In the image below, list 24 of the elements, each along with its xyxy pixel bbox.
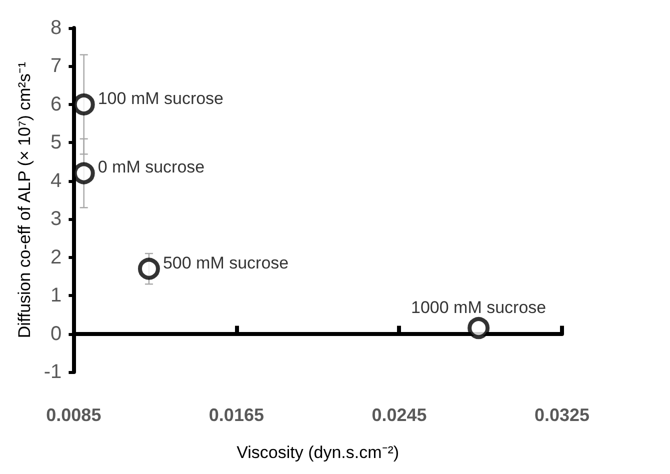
y-tick-label: 2 [50, 246, 62, 268]
annotation: 0 mM sucrose [98, 158, 205, 177]
y-axis-title: Diffusion co-eff of ALP (× 10⁷) cm²s⁻¹ [15, 62, 34, 338]
x-tick-label: 0.0085 [46, 405, 102, 425]
y-tick-label: 6 [50, 93, 62, 116]
annotation: 1000 mM sucrose [411, 298, 546, 318]
y-tick-label: 5 [50, 132, 62, 154]
x-axis-title: Viscosity (dyn.s.cm⁻²) [236, 443, 400, 462]
point [138, 258, 160, 280]
x-tick-label: 0.0325 [534, 405, 590, 425]
y-tick-label: 3 [50, 208, 62, 230]
y-tick-label: -1 [44, 361, 62, 383]
x-tick-label: 0.0245 [372, 405, 427, 425]
x-tick-label: 0.0165 [208, 405, 264, 425]
y-tick-label: 8 [50, 17, 62, 39]
annotation: 500 mM sucrose [162, 253, 289, 272]
y-tick-label: 7 [50, 55, 62, 78]
y-tick-label: 4 [50, 170, 62, 192]
y-tick-label: 0 [50, 322, 62, 345]
point [468, 317, 490, 340]
point [72, 93, 95, 116]
annotation: 100 mM sucrose [98, 88, 224, 108]
point [72, 162, 95, 184]
y-tick-label: 1 [50, 284, 62, 307]
